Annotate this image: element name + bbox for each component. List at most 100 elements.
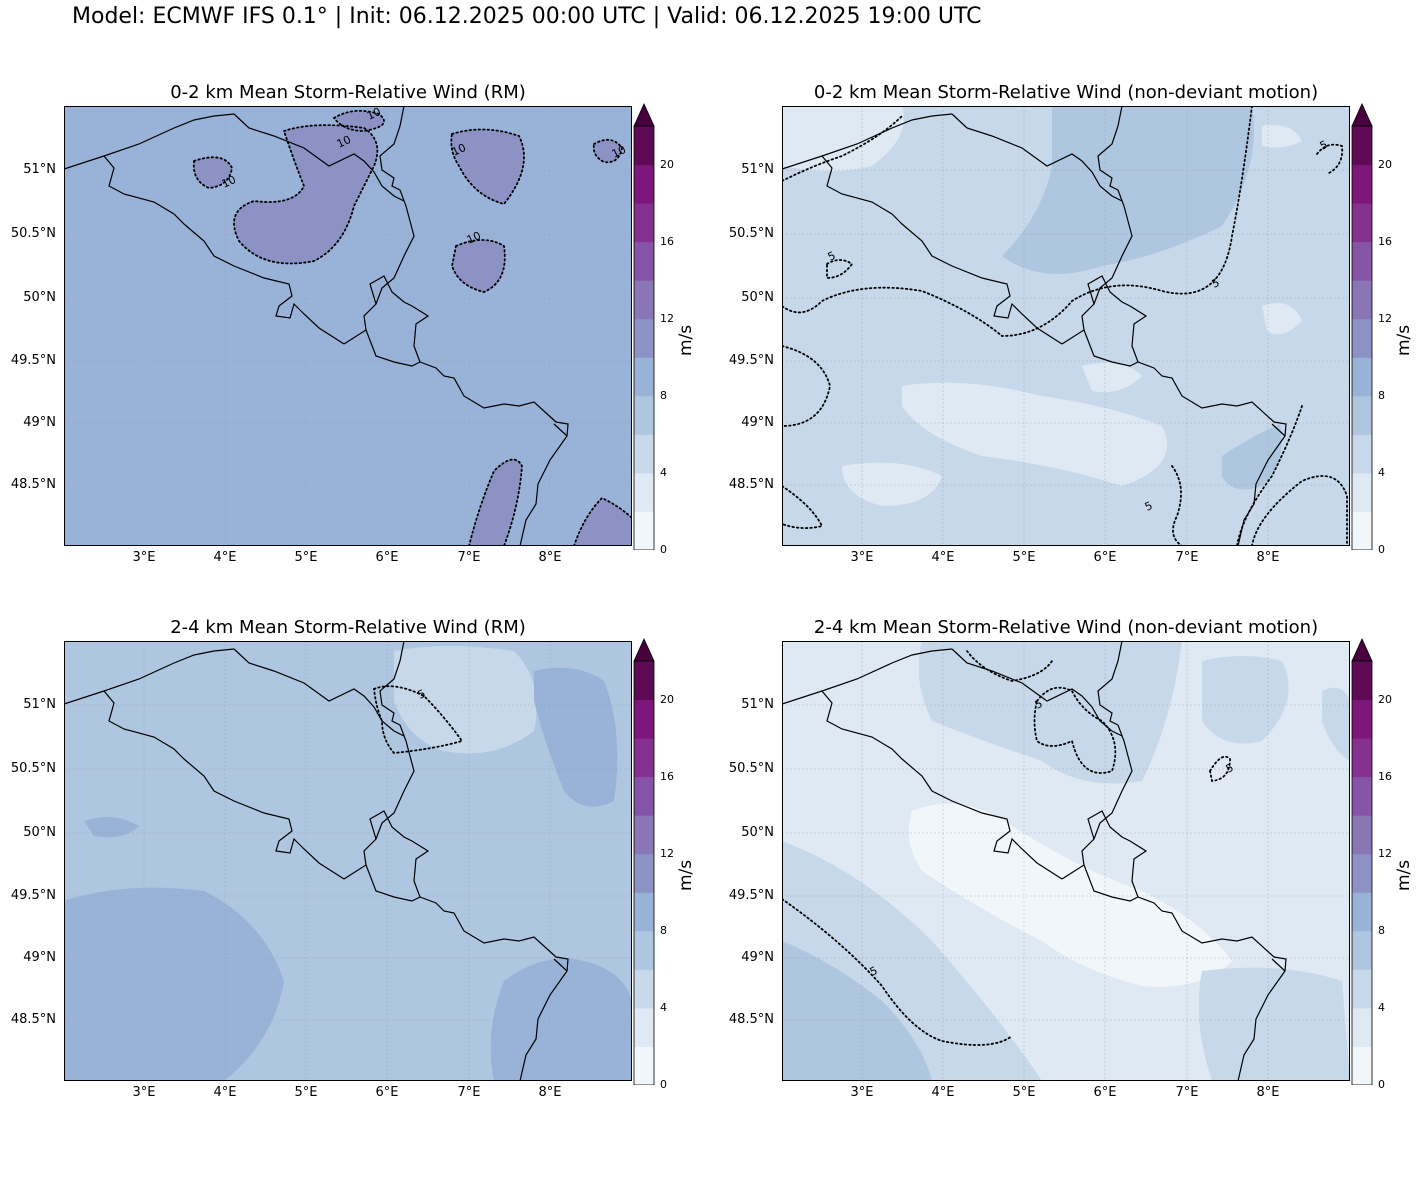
colorbar-segment: [1352, 1007, 1372, 1047]
lat-tick-label: 49.5°N: [728, 888, 774, 903]
colorbar-tick-label: 0: [1378, 543, 1385, 556]
lon-tick-label: 8°E: [538, 550, 562, 565]
colorbar-segment: [1352, 661, 1372, 701]
lon-tick-label: 6°E: [1093, 1085, 1117, 1100]
contour-label: 10: [450, 141, 468, 159]
lat-tick-label: 48.5°N: [10, 1012, 56, 1027]
colorbar-tick-label: 8: [660, 923, 667, 937]
lon-tick-label: 7°E: [457, 550, 481, 565]
lon-tick-label: 3°E: [132, 1085, 156, 1100]
lon-tick-label: 4°E: [213, 550, 237, 565]
lon-tick-label: 6°E: [375, 1085, 399, 1100]
lat-tick-label: 49°N: [23, 950, 56, 965]
colorbar-segment: [1352, 164, 1372, 204]
colorbar-segment: [1352, 511, 1372, 551]
colorbar-segment: [634, 969, 654, 1009]
colorbar-tick-label: 8: [1378, 923, 1385, 937]
map-panel-0-2km-nondeviant: 0-2 km Mean Storm-Relative Wind (non-dev…: [718, 82, 1428, 660]
map-area: 5: [64, 641, 632, 1081]
colorbar-segment: [1352, 126, 1372, 166]
lon-tick-label: 5°E: [1012, 550, 1036, 565]
lat-tick-label: 48.5°N: [728, 1012, 774, 1027]
colorbar-tick-label: 12: [1378, 846, 1392, 860]
lon-tick-label: 5°E: [294, 1085, 318, 1100]
colorbar-tick-label: 4: [1378, 1000, 1385, 1014]
colorbar-segment: [634, 661, 654, 701]
colorbar-segment: [634, 699, 654, 739]
lat-tick-label: 49°N: [741, 415, 774, 430]
colorbar-segment: [634, 126, 654, 166]
lat-tick-label: 50.5°N: [10, 761, 56, 776]
colorbar-segment: [634, 434, 654, 474]
lon-tick-label: 7°E: [1175, 1085, 1199, 1100]
colorbar-segment: [634, 395, 654, 435]
colorbar-tick-label: 4: [660, 465, 667, 479]
contour-label: 5: [826, 249, 838, 264]
lat-tick-label: 50.5°N: [728, 761, 774, 776]
lon-tick-label: 5°E: [294, 550, 318, 565]
panel-title: 0-2 km Mean Storm-Relative Wind (non-dev…: [813, 82, 1319, 103]
contour-label: 10: [365, 106, 383, 123]
colorbar-segment: [1352, 699, 1372, 739]
colorbar-extend-arrow: [1351, 103, 1373, 127]
colorbar-tick-label: 20: [1378, 692, 1392, 706]
colorbar-segment: [634, 472, 654, 512]
lon-tick-label: 6°E: [1093, 550, 1117, 565]
colorbar-label: m/s: [676, 859, 696, 891]
colorbar-tick-label: 0: [660, 543, 667, 556]
colorbar-segment: [1352, 357, 1372, 397]
colorbar-tick-label: 12: [660, 311, 674, 325]
lat-tick-label: 49°N: [23, 415, 56, 430]
panel-title: 2-4 km Mean Storm-Relative Wind (RM): [170, 617, 526, 638]
colorbar-segment: [1352, 776, 1372, 816]
map-panel-2-4km-nondeviant: 2-4 km Mean Storm-Relative Wind (non-dev…: [718, 617, 1428, 1195]
colorbar-tick-label: 0: [660, 1078, 667, 1091]
colorbar-tick-label: 8: [660, 388, 667, 402]
colorbar-segment: [634, 1046, 654, 1086]
colorbar-segment: [1352, 969, 1372, 1009]
colorbar-segment: [634, 203, 654, 243]
colorbar-segment: [634, 853, 654, 893]
lat-tick-label: 50.5°N: [10, 226, 56, 241]
colorbar-segment: [1352, 892, 1372, 932]
colorbar-extend-arrow: [633, 638, 655, 662]
colorbar-segment: [634, 241, 654, 281]
map-area: 5 5 5 5: [782, 106, 1350, 546]
map-panel-2-4km-rm: 2-4 km Mean Storm-Relative Wind (RM) 5 51°…: [0, 617, 714, 1195]
lat-tick-label: 50°N: [23, 290, 56, 305]
colorbar-segment: [1352, 738, 1372, 778]
map-area: 5 5 5: [782, 641, 1350, 1081]
colorbar-segment: [1352, 318, 1372, 358]
colorbar-segment: [1352, 815, 1372, 855]
contour-label: 5: [416, 687, 428, 702]
lat-tick-label: 51°N: [741, 162, 774, 177]
lat-tick-label: 51°N: [23, 697, 56, 712]
contour-label: 10: [220, 173, 238, 191]
panel-title: 2-4 km Mean Storm-Relative Wind (non-dev…: [813, 617, 1319, 638]
lon-tick-label: 5°E: [1012, 1085, 1036, 1100]
colorbar-segment: [634, 776, 654, 816]
lon-tick-label: 3°E: [850, 1085, 874, 1100]
lon-tick-label: 7°E: [457, 1085, 481, 1100]
contour-label: 5: [1143, 499, 1155, 514]
colorbar-segment: [1352, 395, 1372, 435]
figure-title: Model: ECMWF IFS 0.1° | Init: 06.12.2025…: [72, 4, 982, 29]
lat-tick-label: 50°N: [23, 825, 56, 840]
lat-tick-label: 50.5°N: [728, 226, 774, 241]
lon-tick-label: 8°E: [1256, 1085, 1280, 1100]
colorbar-extend-arrow: [633, 103, 655, 127]
colorbar-label: m/s: [676, 324, 696, 356]
colorbar: [1351, 637, 1373, 1086]
panel-title: 0-2 km Mean Storm-Relative Wind (RM): [170, 82, 526, 103]
colorbar: [633, 102, 655, 551]
colorbar-tick-label: 12: [1378, 311, 1392, 325]
lon-tick-label: 4°E: [931, 1085, 955, 1100]
colorbar-tick-label: 20: [1378, 157, 1392, 171]
lat-tick-label: 50°N: [741, 290, 774, 305]
contour-label: 10: [335, 133, 353, 151]
colorbar-tick-label: 8: [1378, 388, 1385, 402]
lat-tick-label: 49.5°N: [10, 353, 56, 368]
lat-tick-label: 50°N: [741, 825, 774, 840]
colorbar-segment: [634, 280, 654, 320]
lon-tick-label: 8°E: [1256, 550, 1280, 565]
